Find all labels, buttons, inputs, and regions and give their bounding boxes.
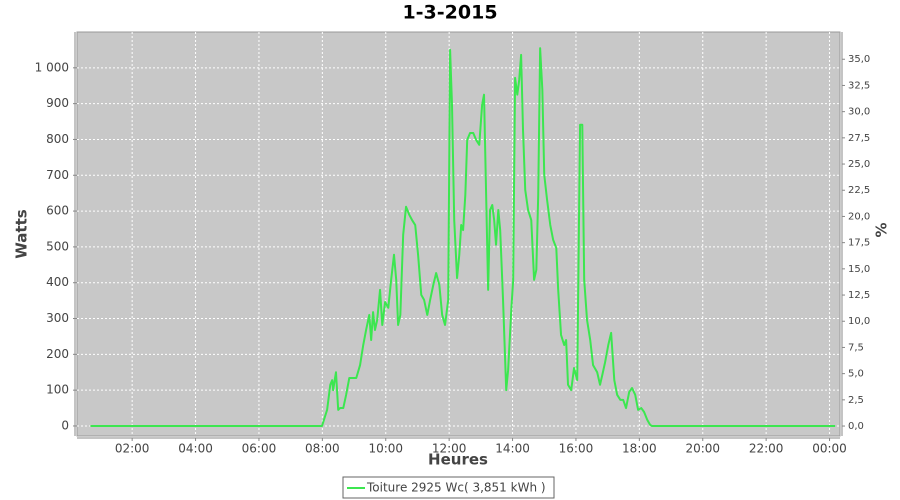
y2-tick-label: 5,0 [848,369,864,380]
y2-tick-label: 2,5 [848,395,864,406]
x-tick-label: 12:00 [432,442,467,456]
plot-area [76,31,841,437]
legend-label: Toiture 2925 Wc( 3,851 kWh ) [366,481,546,495]
x-tick-label: 22:00 [749,442,784,456]
y-tick-label: 300 [46,311,69,325]
y-tick-label: 900 [46,96,69,110]
y2-tick-label: 12,5 [848,290,870,301]
y-tick-label: 800 [46,132,69,146]
y-tick-label: 100 [46,383,69,397]
x-tick-label: 14:00 [495,442,530,456]
x-tick-label: 00:00 [812,442,847,456]
y2-axis-label: % [873,222,891,237]
y2-tick-label: 22,5 [848,185,870,196]
y2-tick-label: 32,5 [848,80,870,91]
y-tick-label: 0 [61,418,69,432]
y-tick-label: 700 [46,168,69,182]
x-tick-label: 02:00 [115,442,150,456]
y-tick-label: 1 000 [35,60,69,74]
legend: Toiture 2925 Wc( 3,851 kWh ) [342,476,555,499]
x-tick-label: 18:00 [622,442,657,456]
y2-tick-label: 30,0 [848,107,870,118]
series-line [90,48,835,426]
x-tick-label: 06:00 [242,442,277,456]
y-tick-label: 400 [46,275,69,289]
y2-tick-label: 35,0 [848,54,870,65]
x-tick-label: 16:00 [559,442,594,456]
legend-box [342,476,555,499]
y2-tick-label: 27,5 [848,133,870,144]
chart-title: 1-3-2015 [402,2,497,24]
grid [77,32,840,436]
y2-tick-label: 25,0 [848,159,870,170]
y2-tick-label: 15,0 [848,264,870,275]
y2-tick-label: 20,0 [848,211,870,222]
y-tick-label: 200 [46,347,69,361]
y-tick-label: 500 [46,239,69,253]
y2-tick-label: 0,0 [848,421,864,432]
y-tick-label: 600 [46,204,69,218]
x-tick-label: 10:00 [368,442,403,456]
x-tick-label: 04:00 [178,442,213,456]
y-axis-label: Watts [13,209,31,258]
y2-tick-label: 10,0 [848,316,870,327]
y2-tick-label: 17,5 [848,238,870,249]
x-tick-label: 08:00 [305,442,340,456]
x-axis-label: Heures [428,451,488,469]
x-tick-label: 20:00 [685,442,720,456]
y2-tick-label: 7,5 [848,342,864,353]
